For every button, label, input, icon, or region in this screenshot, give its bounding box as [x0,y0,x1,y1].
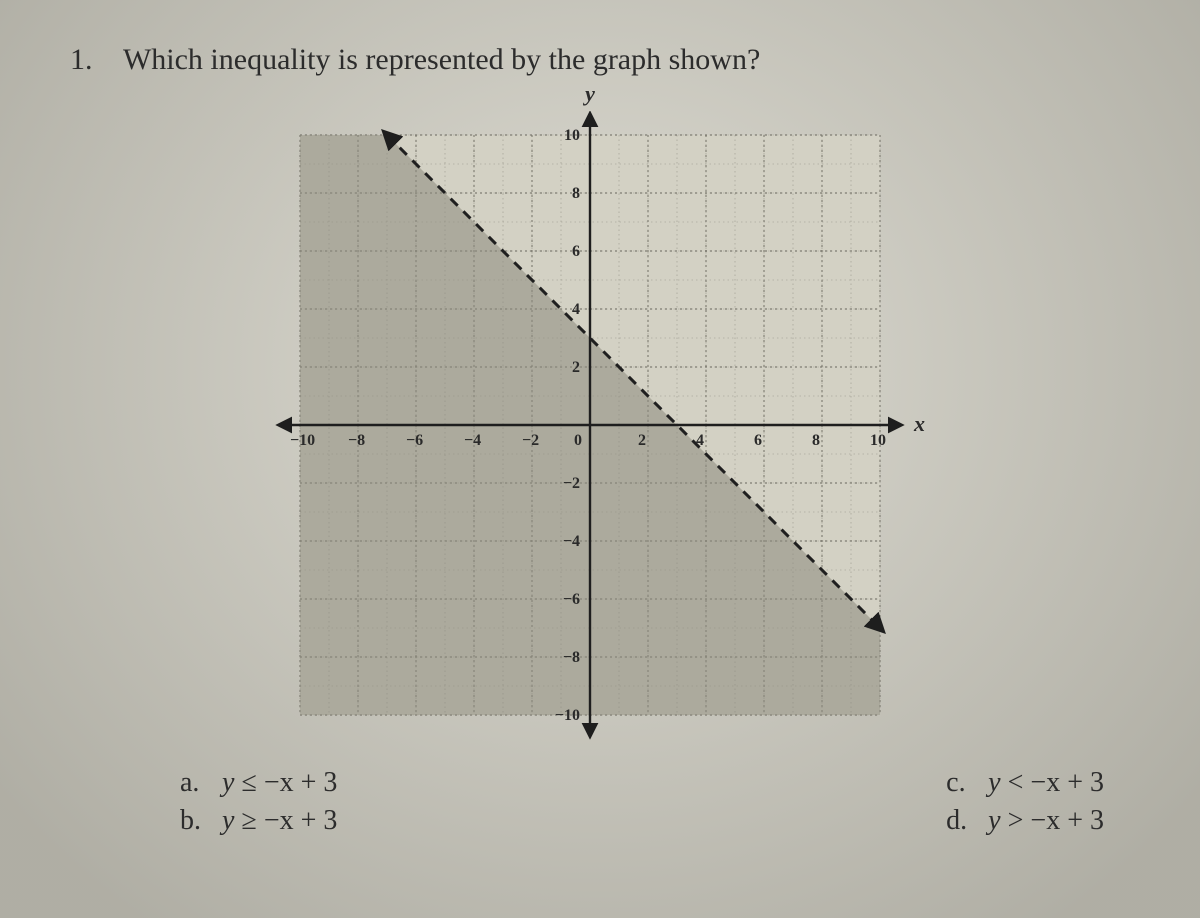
svg-text:−4: −4 [563,533,580,550]
y-axis-label: y [50,81,1130,107]
svg-text:8: 8 [812,432,820,449]
svg-text:2: 2 [638,432,646,449]
answer-b: b. y ≥ −x + 3 [180,805,337,837]
answer-b-letter: b. [180,805,206,837]
question-number: 1. [70,40,116,81]
answer-d-letter: d. [946,805,972,837]
answer-a-expr: y ≤ −x + 3 [222,767,337,799]
svg-text:−10: −10 [555,707,580,724]
answer-a-letter: a. [180,767,206,799]
inequality-chart: −10 −8 −6 −4 −2 0 2 4 6 8 10 10 8 6 4 2 −2 −4 −6 −8 −10 x [240,111,960,761]
svg-text:−6: −6 [406,432,423,449]
svg-text:10: 10 [870,432,886,449]
answers-right-col: c. y < −x + 3 d. y > −x + 3 [946,767,1104,837]
worksheet-page: 1. Which inequality is represented by th… [30,20,1170,898]
svg-text:−8: −8 [348,432,365,449]
answer-choices: a. y ≤ −x + 3 b. y ≥ −x + 3 c. [70,767,1130,837]
svg-text:−2: −2 [563,475,580,492]
question-line: 1. Which inequality is represented by th… [70,40,1130,81]
answers-left-col: a. y ≤ −x + 3 b. y ≥ −x + 3 [180,767,337,837]
answer-c-letter: c. [946,767,972,799]
chart-container: −10 −8 −6 −4 −2 0 2 4 6 8 10 10 8 6 4 2 −2 −4 −6 −8 −10 x [70,111,1130,761]
question-text: Which inequality is represented by the g… [123,43,760,76]
svg-text:x: x [913,411,925,436]
answer-c-expr: y < −x + 3 [988,767,1104,799]
answer-d: d. y > −x + 3 [946,805,1104,837]
svg-text:0: 0 [574,432,582,449]
svg-text:6: 6 [754,432,762,449]
svg-text:8: 8 [572,185,580,202]
svg-text:2: 2 [572,359,580,376]
svg-text:−8: −8 [563,649,580,666]
svg-text:−4: −4 [464,432,481,449]
answer-c: c. y < −x + 3 [946,767,1104,799]
svg-text:−6: −6 [563,591,580,608]
svg-text:−10: −10 [290,432,315,449]
svg-text:4: 4 [696,432,704,449]
answer-b-expr: y ≥ −x + 3 [222,805,337,837]
svg-text:4: 4 [572,301,580,318]
svg-text:−2: −2 [522,432,539,449]
answer-a: a. y ≤ −x + 3 [180,767,337,799]
svg-text:6: 6 [572,243,580,260]
svg-text:10: 10 [564,127,580,144]
answer-d-expr: y > −x + 3 [988,805,1104,837]
